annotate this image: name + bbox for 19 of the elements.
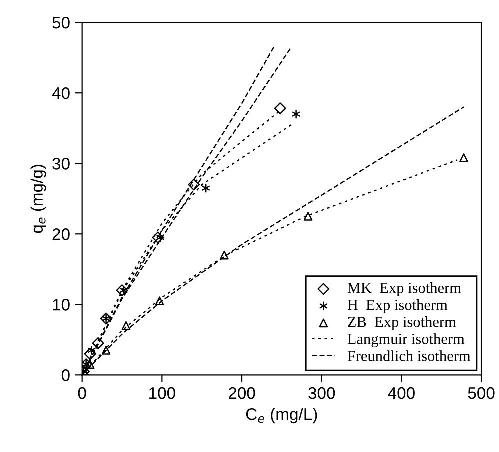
y-tick-label: 20	[52, 228, 70, 240]
legend-label: ZB Exp isotherm	[348, 316, 456, 330]
x-tick-label: 400	[388, 387, 415, 400]
legend-label: H Exp isotherm	[348, 300, 448, 314]
y-axis-title: q$_{e}$ (mg/g)	[30, 165, 46, 234]
x-tick-label: 500	[468, 387, 495, 400]
y-tick-label: 10	[53, 299, 70, 311]
y-tick-label: 40	[52, 88, 70, 100]
x-tick-label: 300	[308, 387, 336, 400]
x-tick-label: 100	[150, 387, 176, 400]
legend-label: Freundlich isotherm	[348, 350, 471, 362]
y-tick-label: 50	[52, 17, 70, 29]
y-tick-label: 0	[62, 370, 70, 382]
legend-label: MK Exp isotherm	[348, 282, 462, 296]
x-tick-label: 0	[78, 387, 86, 400]
x-axis-title: C$_{e}$ (mg/L)	[246, 408, 318, 424]
x-tick-label: 200	[228, 387, 256, 400]
y-tick-label: 30	[52, 158, 70, 170]
legend-label: Langmuir isotherm	[348, 334, 465, 348]
